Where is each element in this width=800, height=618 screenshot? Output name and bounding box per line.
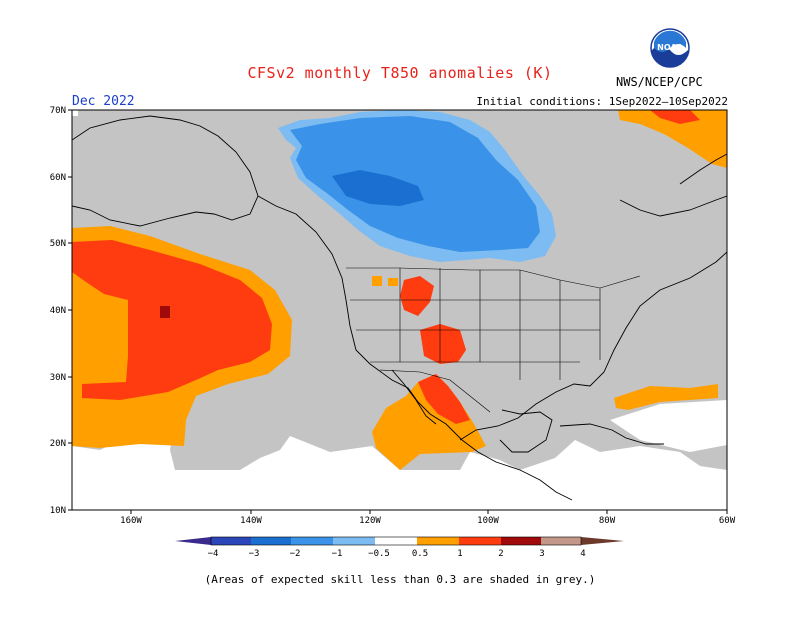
warm-anomaly-small bbox=[388, 278, 398, 286]
colorbar-swatch-p1-p2 bbox=[459, 537, 501, 545]
lat-label-70n: 70N bbox=[50, 106, 66, 116]
warm-anomaly-pacific-inner bbox=[72, 240, 272, 400]
lat-label-60n: 60N bbox=[50, 173, 66, 183]
warm-anomaly-baffin bbox=[618, 110, 727, 168]
map-title: CFSv2 monthly T850 anomalies (K) bbox=[247, 64, 553, 82]
lon-label-140w: 140W bbox=[240, 516, 262, 526]
colorbar-swatch-m2-m1 bbox=[291, 537, 333, 545]
warm-anomaly-baffin-inner bbox=[650, 110, 700, 124]
lat-ticks bbox=[68, 109, 72, 511]
colorbar: −4 −3 −2 −1 −0.5 0.5 1 2 3 4 bbox=[175, 536, 624, 559]
warm-anomaly-rockies bbox=[400, 276, 434, 316]
lat-label-50n: 50N bbox=[50, 239, 66, 249]
colorbar-swatch-p3-p4 bbox=[541, 537, 581, 545]
warm-anomaly-small bbox=[372, 276, 382, 286]
lon-label-60w: 60W bbox=[719, 516, 736, 526]
colorbar-swatch-above-p4 bbox=[581, 537, 624, 545]
colorbar-tick: −3 bbox=[249, 549, 260, 559]
colorbar-tick: −1 bbox=[332, 549, 343, 559]
colorbar-tick: −2 bbox=[290, 549, 301, 559]
lon-label-160w: 160W bbox=[120, 516, 142, 526]
colorbar-tick: 3 bbox=[539, 549, 544, 559]
colorbar-swatch-neutral bbox=[375, 537, 417, 545]
lon-ticks bbox=[130, 510, 728, 514]
colorbar-swatch-m3-m2 bbox=[251, 537, 291, 545]
cold-anomaly-strong bbox=[332, 170, 424, 206]
colorbar-tick: 2 bbox=[498, 549, 503, 559]
colorbar-swatch-m1-m05 bbox=[333, 537, 375, 545]
colorbar-tick: 4 bbox=[580, 549, 585, 559]
colorbar-swatch-p05-p1 bbox=[417, 537, 459, 545]
lon-label-100w: 100W bbox=[477, 516, 499, 526]
political-borders bbox=[346, 267, 641, 413]
lon-label-120w: 120W bbox=[359, 516, 381, 526]
coastlines bbox=[72, 115, 727, 501]
neutral-patch bbox=[610, 400, 727, 452]
warm-anomaly-atlantic bbox=[614, 384, 718, 410]
lat-label-10n: 10N bbox=[50, 506, 66, 516]
colorbar-tick: −0.5 bbox=[368, 549, 390, 559]
noaa-logo-text: NOAA bbox=[657, 43, 683, 52]
skill-footnote: (Areas of expected skill less than 0.3 a… bbox=[204, 573, 596, 586]
lon-label-80w: 80W bbox=[599, 516, 616, 526]
warm-anomaly-core bbox=[160, 306, 170, 318]
warm-anomaly-mexico-inner bbox=[418, 374, 470, 424]
colorbar-swatch-p2-p3 bbox=[501, 537, 541, 545]
colorbar-tick: 0.5 bbox=[412, 549, 428, 559]
warm-anomaly-mexico-outer bbox=[372, 374, 486, 470]
colorbar-swatch-m4-m3 bbox=[211, 537, 251, 545]
colorbar-tick: −4 bbox=[208, 549, 219, 559]
colorbar-tick: 1 bbox=[457, 549, 462, 559]
lat-label-40n: 40N bbox=[50, 306, 66, 316]
colorbar-swatch-below-m4 bbox=[175, 537, 211, 545]
forecast-month-label: Dec 2022 bbox=[72, 94, 135, 109]
cold-anomaly-medium bbox=[290, 116, 540, 252]
agency-label: NWS/NCEP/CPC bbox=[616, 75, 703, 89]
warm-anomaly-southwest bbox=[420, 324, 466, 364]
lat-label-20n: 20N bbox=[50, 439, 66, 449]
neutral-patch bbox=[72, 110, 78, 116]
initial-conditions-label: Initial conditions: 1Sep2022–10Sep2022 bbox=[476, 95, 728, 108]
noaa-logo: NOAA bbox=[650, 28, 690, 68]
lat-label-30n: 30N bbox=[50, 373, 66, 383]
